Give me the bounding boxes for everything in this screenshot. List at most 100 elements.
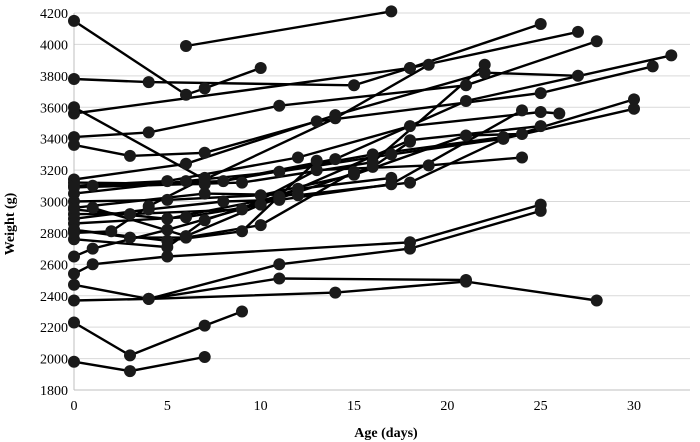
data-point — [329, 286, 342, 299]
data-point — [273, 272, 286, 285]
data-point — [68, 294, 80, 307]
series-line — [185, 10, 392, 48]
data-point — [68, 73, 80, 85]
data-point — [422, 159, 435, 172]
series-lines — [73, 10, 672, 373]
data-point — [329, 153, 342, 166]
series-line — [73, 310, 243, 357]
x-tick-label: 0 — [71, 399, 78, 414]
data-point — [142, 292, 155, 305]
data-point — [68, 101, 80, 114]
data-point — [254, 62, 267, 74]
data-point — [460, 275, 472, 288]
data-point — [142, 200, 155, 213]
data-point — [534, 87, 547, 100]
data-point — [161, 250, 174, 263]
data-point — [572, 25, 584, 38]
data-point — [86, 201, 99, 214]
data-point — [105, 225, 118, 238]
data-point — [68, 316, 80, 329]
data-point — [310, 154, 323, 167]
data-point — [142, 76, 155, 89]
x-tick-label: 20 — [440, 399, 454, 414]
data-point — [534, 120, 547, 133]
data-point — [161, 175, 174, 188]
series-line — [73, 277, 467, 302]
data-point — [236, 305, 248, 318]
data-point — [534, 106, 547, 118]
data-point — [68, 250, 80, 263]
data-point — [516, 128, 528, 140]
data-point — [68, 226, 80, 239]
data-point — [180, 230, 192, 243]
data-point — [385, 5, 398, 18]
data-point — [68, 14, 80, 27]
series-line — [73, 19, 262, 97]
x-axis-title: Age (days) — [354, 426, 418, 441]
data-point — [198, 146, 211, 159]
data-point — [628, 93, 640, 106]
data-point — [236, 176, 248, 189]
data-point — [516, 151, 528, 164]
data-point — [404, 62, 416, 74]
series-line — [73, 355, 205, 373]
data-point — [68, 267, 80, 280]
data-point — [310, 115, 323, 128]
data-point — [198, 319, 211, 332]
data-point — [161, 241, 174, 254]
data-point — [628, 102, 640, 115]
data-point — [292, 182, 304, 195]
data-point — [273, 258, 286, 271]
data-point — [124, 349, 136, 362]
series-line — [73, 109, 523, 220]
data-point — [273, 192, 286, 205]
y-tick-label: 3600 — [40, 101, 68, 116]
x-tick-label: 5 — [164, 399, 171, 414]
x-tick-label: 30 — [627, 399, 641, 414]
data-point — [497, 132, 510, 145]
x-tick-label: 15 — [347, 399, 361, 414]
data-point — [124, 365, 136, 378]
data-point — [665, 49, 678, 62]
data-point — [198, 82, 211, 95]
data-point — [404, 176, 416, 189]
data-point — [180, 175, 192, 188]
y-tick-label: 4000 — [40, 38, 68, 53]
data-point — [124, 231, 136, 244]
data-point — [236, 203, 248, 216]
y-tick-label: 2200 — [40, 321, 68, 336]
data-point — [198, 351, 211, 363]
data-point — [273, 99, 286, 112]
series-line — [73, 63, 430, 181]
data-point — [404, 120, 416, 133]
data-points — [68, 5, 678, 378]
data-point — [180, 157, 192, 170]
data-point — [572, 69, 584, 82]
data-point — [366, 160, 379, 173]
data-point — [553, 107, 566, 120]
y-tick-label: 2600 — [40, 258, 68, 273]
data-point — [460, 95, 472, 107]
series-line — [148, 280, 597, 302]
data-point — [460, 129, 472, 142]
data-point — [329, 109, 342, 122]
data-point — [68, 138, 80, 151]
data-point — [180, 40, 192, 52]
y-tick-label: 2400 — [40, 290, 68, 305]
data-point — [161, 193, 174, 206]
data-point — [217, 195, 230, 208]
data-point — [86, 242, 99, 255]
data-point — [161, 212, 174, 225]
data-point — [198, 187, 211, 200]
x-tick-label: 25 — [534, 399, 548, 414]
y-tick-label: 3800 — [40, 70, 68, 85]
data-point — [273, 165, 286, 178]
y-tick-label: 3400 — [40, 133, 68, 148]
data-point — [68, 355, 80, 368]
data-point — [348, 165, 360, 178]
data-point — [534, 204, 547, 217]
data-point — [254, 219, 267, 232]
data-point — [404, 135, 416, 148]
